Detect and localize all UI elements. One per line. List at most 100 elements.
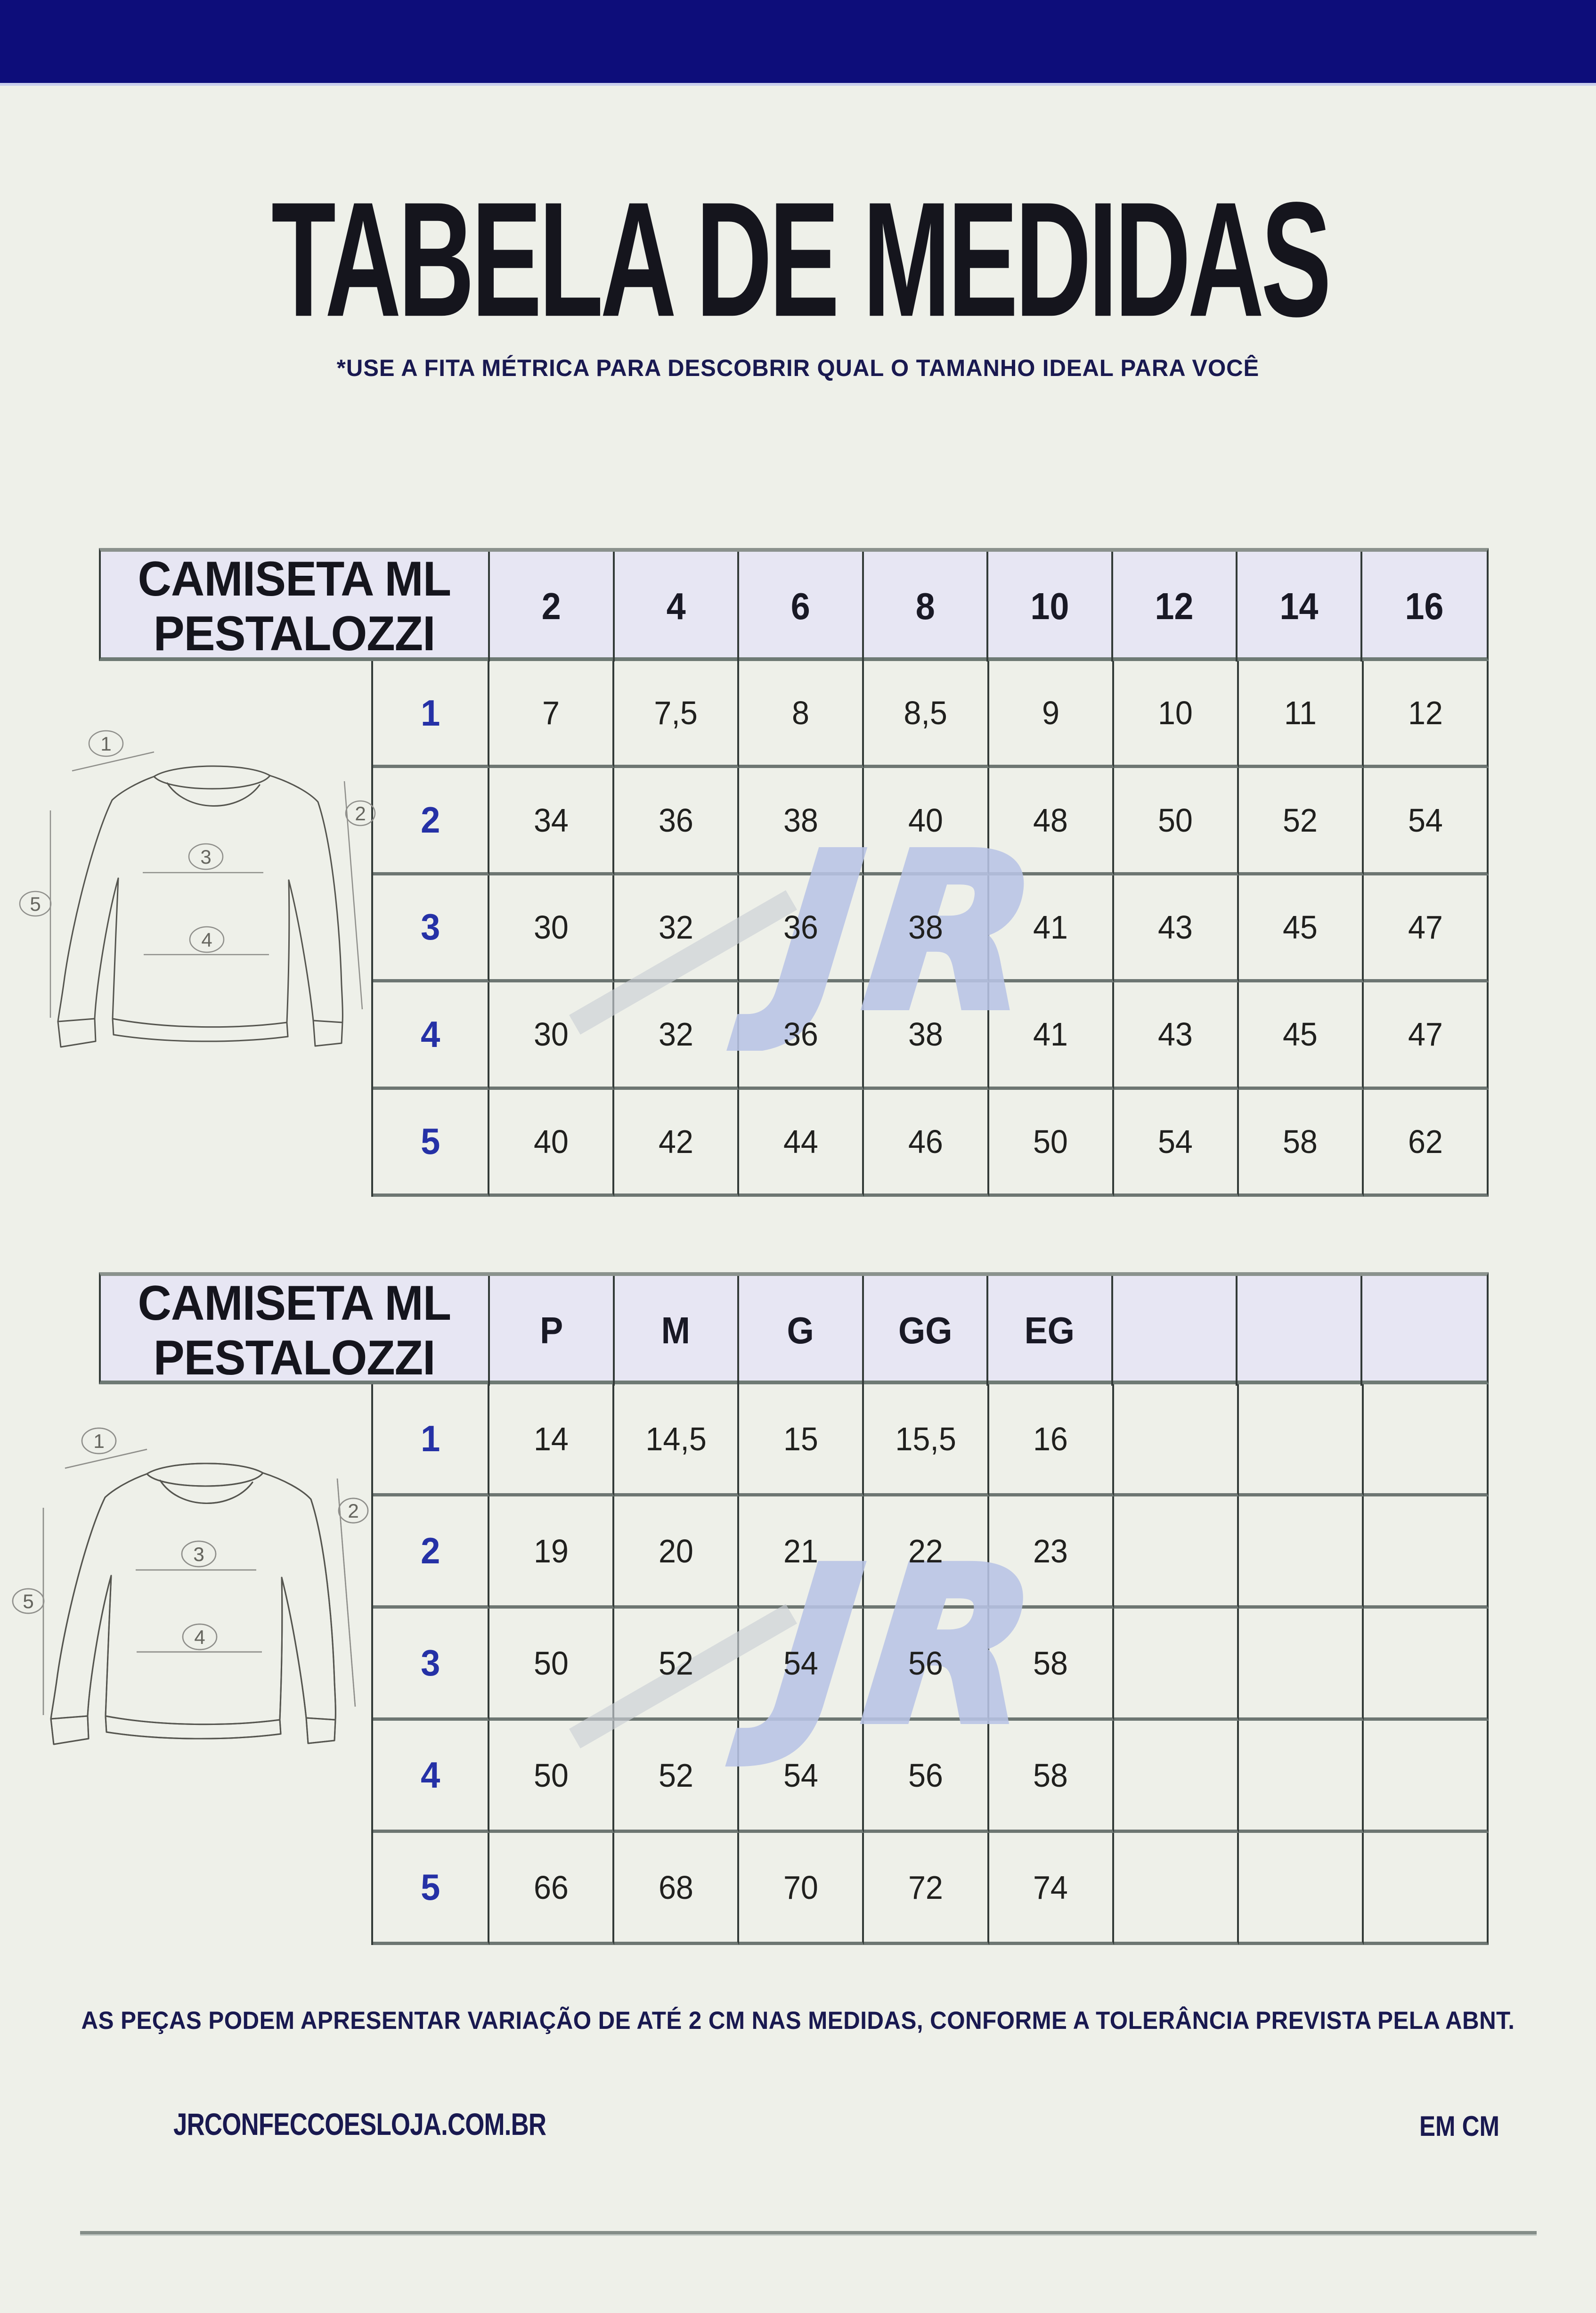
measurement-value-text: 54 [783, 1644, 818, 1682]
measurement-value: 30 [489, 982, 615, 1090]
measurement-value-text: 58 [1283, 1123, 1318, 1160]
measurement-value-text: 14 [533, 1420, 569, 1457]
measurement-value-text: 22 [908, 1532, 943, 1569]
measurement-value: 46 [864, 1089, 989, 1197]
measurement-value-text: 40 [533, 1123, 569, 1160]
measurement-value-text: 52 [1283, 801, 1318, 839]
measurement-value: 30 [489, 875, 615, 983]
measurement-value-text: 50 [533, 1757, 569, 1794]
size-column-header-text: 8 [915, 585, 935, 628]
row-number-text: 4 [420, 1754, 440, 1796]
size-column-header: 4 [615, 552, 739, 662]
measurement-value: 54 [1363, 768, 1489, 875]
measurement-value [1114, 1833, 1239, 1945]
measure-marker-1: 1 [100, 733, 111, 755]
measurement-value [1238, 1384, 1364, 1496]
measurement-value: 8 [739, 661, 864, 768]
row-number-text: 5 [420, 1120, 440, 1162]
size-column-header: 14 [1238, 552, 1362, 662]
measurement-value-text: 8 [792, 695, 810, 732]
size-table-1-body: 1 7 7,5 8 8,5 9 10 11 12 2 34 36 38 40 48 50 52 54 3 30 32 36… [371, 661, 1489, 1197]
shirt-diagram-2: 1 2 3 4 5 [5, 1418, 372, 1745]
size-column-header-text: 14 [1279, 585, 1319, 628]
measurement-value [1363, 1721, 1489, 1833]
row-number-text: 1 [420, 692, 440, 734]
measurement-value-text: 54 [1158, 1123, 1193, 1160]
measurement-value: 7 [489, 661, 615, 768]
row-number: 3 [373, 1609, 489, 1721]
measurement-value-text: 70 [783, 1869, 818, 1906]
measurement-value-text: 36 [783, 908, 818, 946]
measurement-value: 14 [489, 1384, 615, 1496]
measurement-value: 52 [614, 1721, 740, 1833]
measurement-value-text: 10 [1158, 695, 1193, 732]
measurement-value-text: 54 [783, 1757, 818, 1794]
measure-marker-5: 5 [23, 1590, 33, 1612]
table-1-title-line-1: CAMISETA ML [138, 552, 452, 606]
measurement-value-text: 42 [658, 1123, 693, 1160]
size-column-header [1362, 1276, 1487, 1386]
measure-marker-3: 3 [193, 1543, 204, 1565]
measurement-value: 40 [864, 768, 989, 875]
size-column-header: 16 [1362, 552, 1487, 662]
measurement-value-text: 50 [533, 1644, 569, 1682]
measurement-value [1114, 1496, 1239, 1609]
measurement-value-text: 46 [908, 1123, 943, 1160]
size-column-header: 8 [864, 552, 988, 662]
measurement-value: 15 [739, 1384, 864, 1496]
measurement-value-text: 72 [908, 1869, 943, 1906]
measurement-value: 58 [1238, 1089, 1364, 1197]
measurement-value: 22 [864, 1496, 989, 1609]
measure-marker-1: 1 [93, 1430, 104, 1452]
measurement-value: 34 [489, 768, 615, 875]
measurement-value-text: 45 [1283, 908, 1318, 946]
measurement-value-text: 38 [908, 1016, 943, 1053]
measurement-value-text: 50 [1158, 801, 1193, 839]
measurement-value: 41 [989, 875, 1114, 983]
row-number-text: 5 [420, 1866, 440, 1908]
measurement-value: 16 [989, 1384, 1114, 1496]
measurement-value: 66 [489, 1833, 615, 1945]
measurement-value-text: 43 [1158, 1016, 1193, 1053]
row-number-text: 2 [420, 799, 440, 841]
measurement-value-text: 56 [908, 1644, 943, 1682]
size-column-header-text: 4 [666, 585, 686, 628]
measurement-value [1238, 1833, 1364, 1945]
measurement-value: 44 [739, 1089, 864, 1197]
size-column-header-text: G [787, 1309, 814, 1352]
table-2-title-line-1: CAMISETA ML [138, 1276, 452, 1331]
measurement-value-text: 44 [783, 1123, 818, 1160]
measurement-value-text: 32 [658, 1016, 693, 1053]
measurement-value: 32 [614, 982, 740, 1090]
measurement-value: 43 [1114, 982, 1239, 1090]
measurement-value: 47 [1363, 982, 1489, 1090]
row-number: 2 [373, 1496, 489, 1609]
measurement-value: 40 [489, 1089, 615, 1197]
measurement-value: 56 [864, 1609, 989, 1721]
row-number: 4 [373, 1721, 489, 1833]
table-2-title-line-2: PESTALOZZI [154, 1331, 436, 1386]
page-subtitle: *USE A FITA MÉTRICA PARA DESCOBRIR QUAL … [336, 355, 1260, 381]
size-column-header: 10 [988, 552, 1113, 662]
measurement-value: 20 [614, 1496, 740, 1609]
measurement-value-text: 30 [533, 1016, 569, 1053]
measurement-value-text: 34 [533, 801, 569, 839]
measurement-value-text: 68 [658, 1869, 693, 1906]
measurement-value-text: 32 [658, 908, 693, 946]
measurement-value-text: 52 [658, 1757, 693, 1794]
measurement-value-text: 52 [658, 1644, 693, 1682]
measurement-value-text: 66 [533, 1869, 569, 1906]
measurement-value: 7,5 [614, 661, 740, 768]
measure-marker-2: 2 [348, 1500, 358, 1522]
size-table-1-header-row: CAMISETA ML PESTALOZZI 2 4 6 8 10 12 14 16 [99, 548, 1489, 662]
measurement-value-text: 47 [1408, 1016, 1443, 1053]
size-column-header-text: GG [898, 1309, 952, 1352]
measurement-value-text: 15 [783, 1420, 818, 1457]
measurement-value-text: 30 [533, 908, 569, 946]
measurement-value-text: 14,5 [645, 1420, 707, 1457]
size-column-header: G [739, 1276, 864, 1386]
measurement-value: 74 [989, 1833, 1114, 1945]
measurement-value: 36 [739, 875, 864, 983]
row-number-text: 3 [420, 1642, 440, 1684]
measurement-value: 42 [614, 1089, 740, 1197]
